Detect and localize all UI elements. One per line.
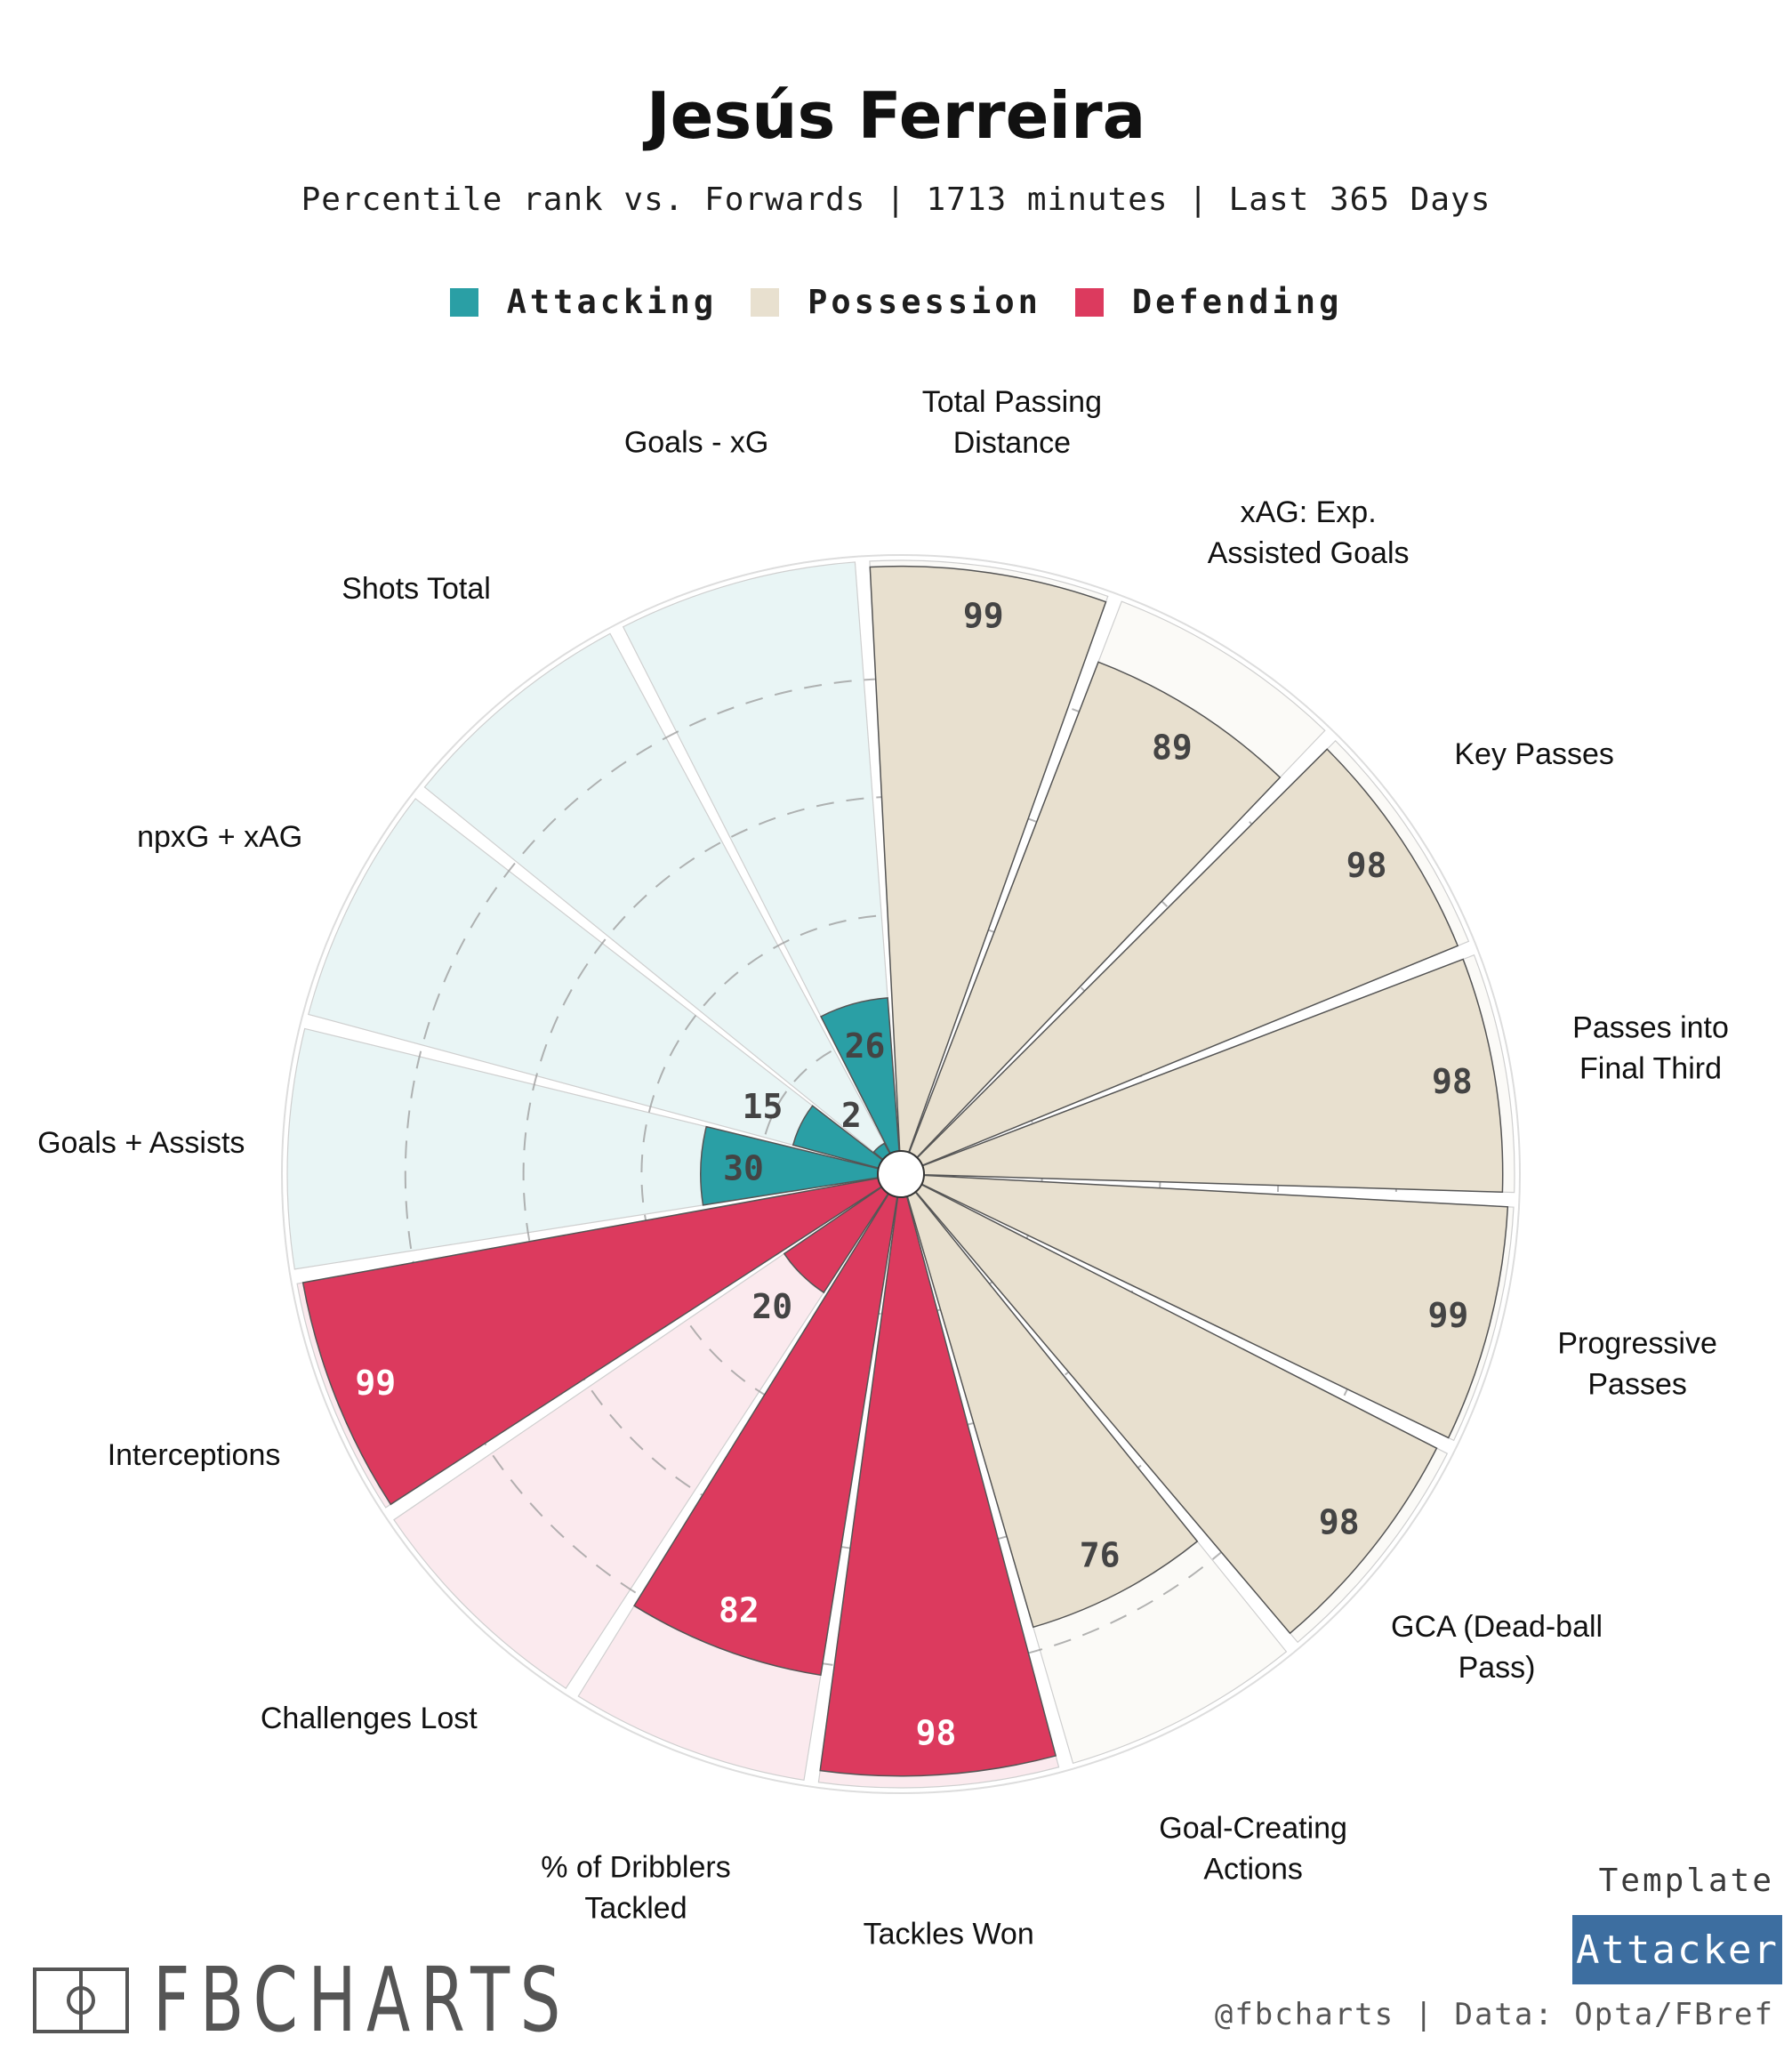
category-label-total-passing-distance: Total Passing Distance xyxy=(922,385,1102,460)
legend-item-attacking: Attacking xyxy=(449,283,718,321)
legend-item-possession: Possession xyxy=(751,283,1041,321)
template-badge: Attacker xyxy=(1572,1915,1782,1984)
legend-swatch-attacking xyxy=(449,287,478,317)
category-label-of-dribblers-tackled: % of Dribblers Tackled xyxy=(541,1850,731,1925)
legend-swatch-defending xyxy=(1074,287,1104,317)
category-label-challenges-lost: Challenges Lost xyxy=(261,1702,478,1735)
value-label-goals-assists: 30 xyxy=(723,1149,764,1188)
category-label-goal-creating-actions: Goal-Creating Actions xyxy=(1159,1812,1347,1887)
value-label-passes-into-final-third: 98 xyxy=(1432,1062,1473,1101)
value-label-interceptions: 99 xyxy=(355,1364,396,1403)
logo-text: FBCHARTS xyxy=(153,1948,571,2052)
data-credit: @fbcharts | Data: Opta/FBref xyxy=(1214,1997,1774,2032)
legend-swatch-possession xyxy=(751,287,780,317)
chart-subtitle: Percentile rank vs. Forwards | 1713 minu… xyxy=(301,181,1491,218)
category-label-xag-exp-assisted-goals: xAG: Exp. Assisted Goals xyxy=(1208,495,1410,570)
value-label-key-passes: 98 xyxy=(1346,846,1387,885)
chart-title: Jesús Ferreira xyxy=(646,78,1146,153)
legend-label-attacking: Attacking xyxy=(506,283,718,321)
category-label-goals-assists: Goals + Assists xyxy=(37,1126,245,1160)
value-labels: 99 89 98 98 99 98 76 98 82 20 99 30 15 2 26 xyxy=(355,596,1472,1752)
category-labels: Total Passing Distance xAG: Exp. Assisted G… xyxy=(37,385,1729,1951)
category-label-interceptions: Interceptions xyxy=(108,1438,281,1472)
category-label-tackles-won: Tackles Won xyxy=(864,1917,1034,1951)
category-label-npxg-xag: npxG + xAG xyxy=(137,820,302,854)
value-label-shots-total: 2 xyxy=(841,1096,862,1135)
value-label-xag-exp-assisted-goals: 89 xyxy=(1152,728,1193,768)
value-label-challenges-lost: 20 xyxy=(751,1287,792,1326)
category-label-passes-into-final-third: Passes into Final Third xyxy=(1572,1010,1729,1085)
fbcharts-logo: FBCHARTS xyxy=(32,1948,734,2052)
value-label-tackles-won: 98 xyxy=(916,1713,957,1752)
category-label-shots-total: Shots Total xyxy=(342,572,491,606)
value-label-goals-xg: 26 xyxy=(845,1026,886,1066)
category-label-goals-xg: Goals - xG xyxy=(624,426,768,460)
legend-item-defending: Defending xyxy=(1074,283,1343,321)
category-label-gca-dead-ball-pass: GCA (Dead-ball Pass) xyxy=(1391,1610,1603,1685)
value-label-of-dribblers-tackled: 82 xyxy=(719,1591,759,1630)
template-label: Template xyxy=(1598,1863,1774,1899)
category-label-progressive-passes: Progressive Passes xyxy=(1557,1327,1717,1402)
outer-ring xyxy=(281,554,1521,1794)
category-label-key-passes: Key Passes xyxy=(1454,737,1614,771)
value-label-gca-dead-ball-pass: 98 xyxy=(1319,1503,1360,1542)
value-label-goal-creating-actions: 76 xyxy=(1080,1536,1121,1575)
center-circle xyxy=(877,1150,925,1198)
legend: Attacking Possession Defending xyxy=(0,283,1792,321)
legend-label-possession: Possession xyxy=(808,283,1041,321)
value-label-total-passing-distance: 99 xyxy=(963,596,1004,635)
value-label-progressive-passes: 99 xyxy=(1428,1296,1469,1335)
value-label-npxg-xag: 15 xyxy=(743,1087,783,1126)
pitch-icon xyxy=(33,1967,129,2033)
bars xyxy=(301,565,1509,1777)
legend-label-defending: Defending xyxy=(1131,283,1343,321)
